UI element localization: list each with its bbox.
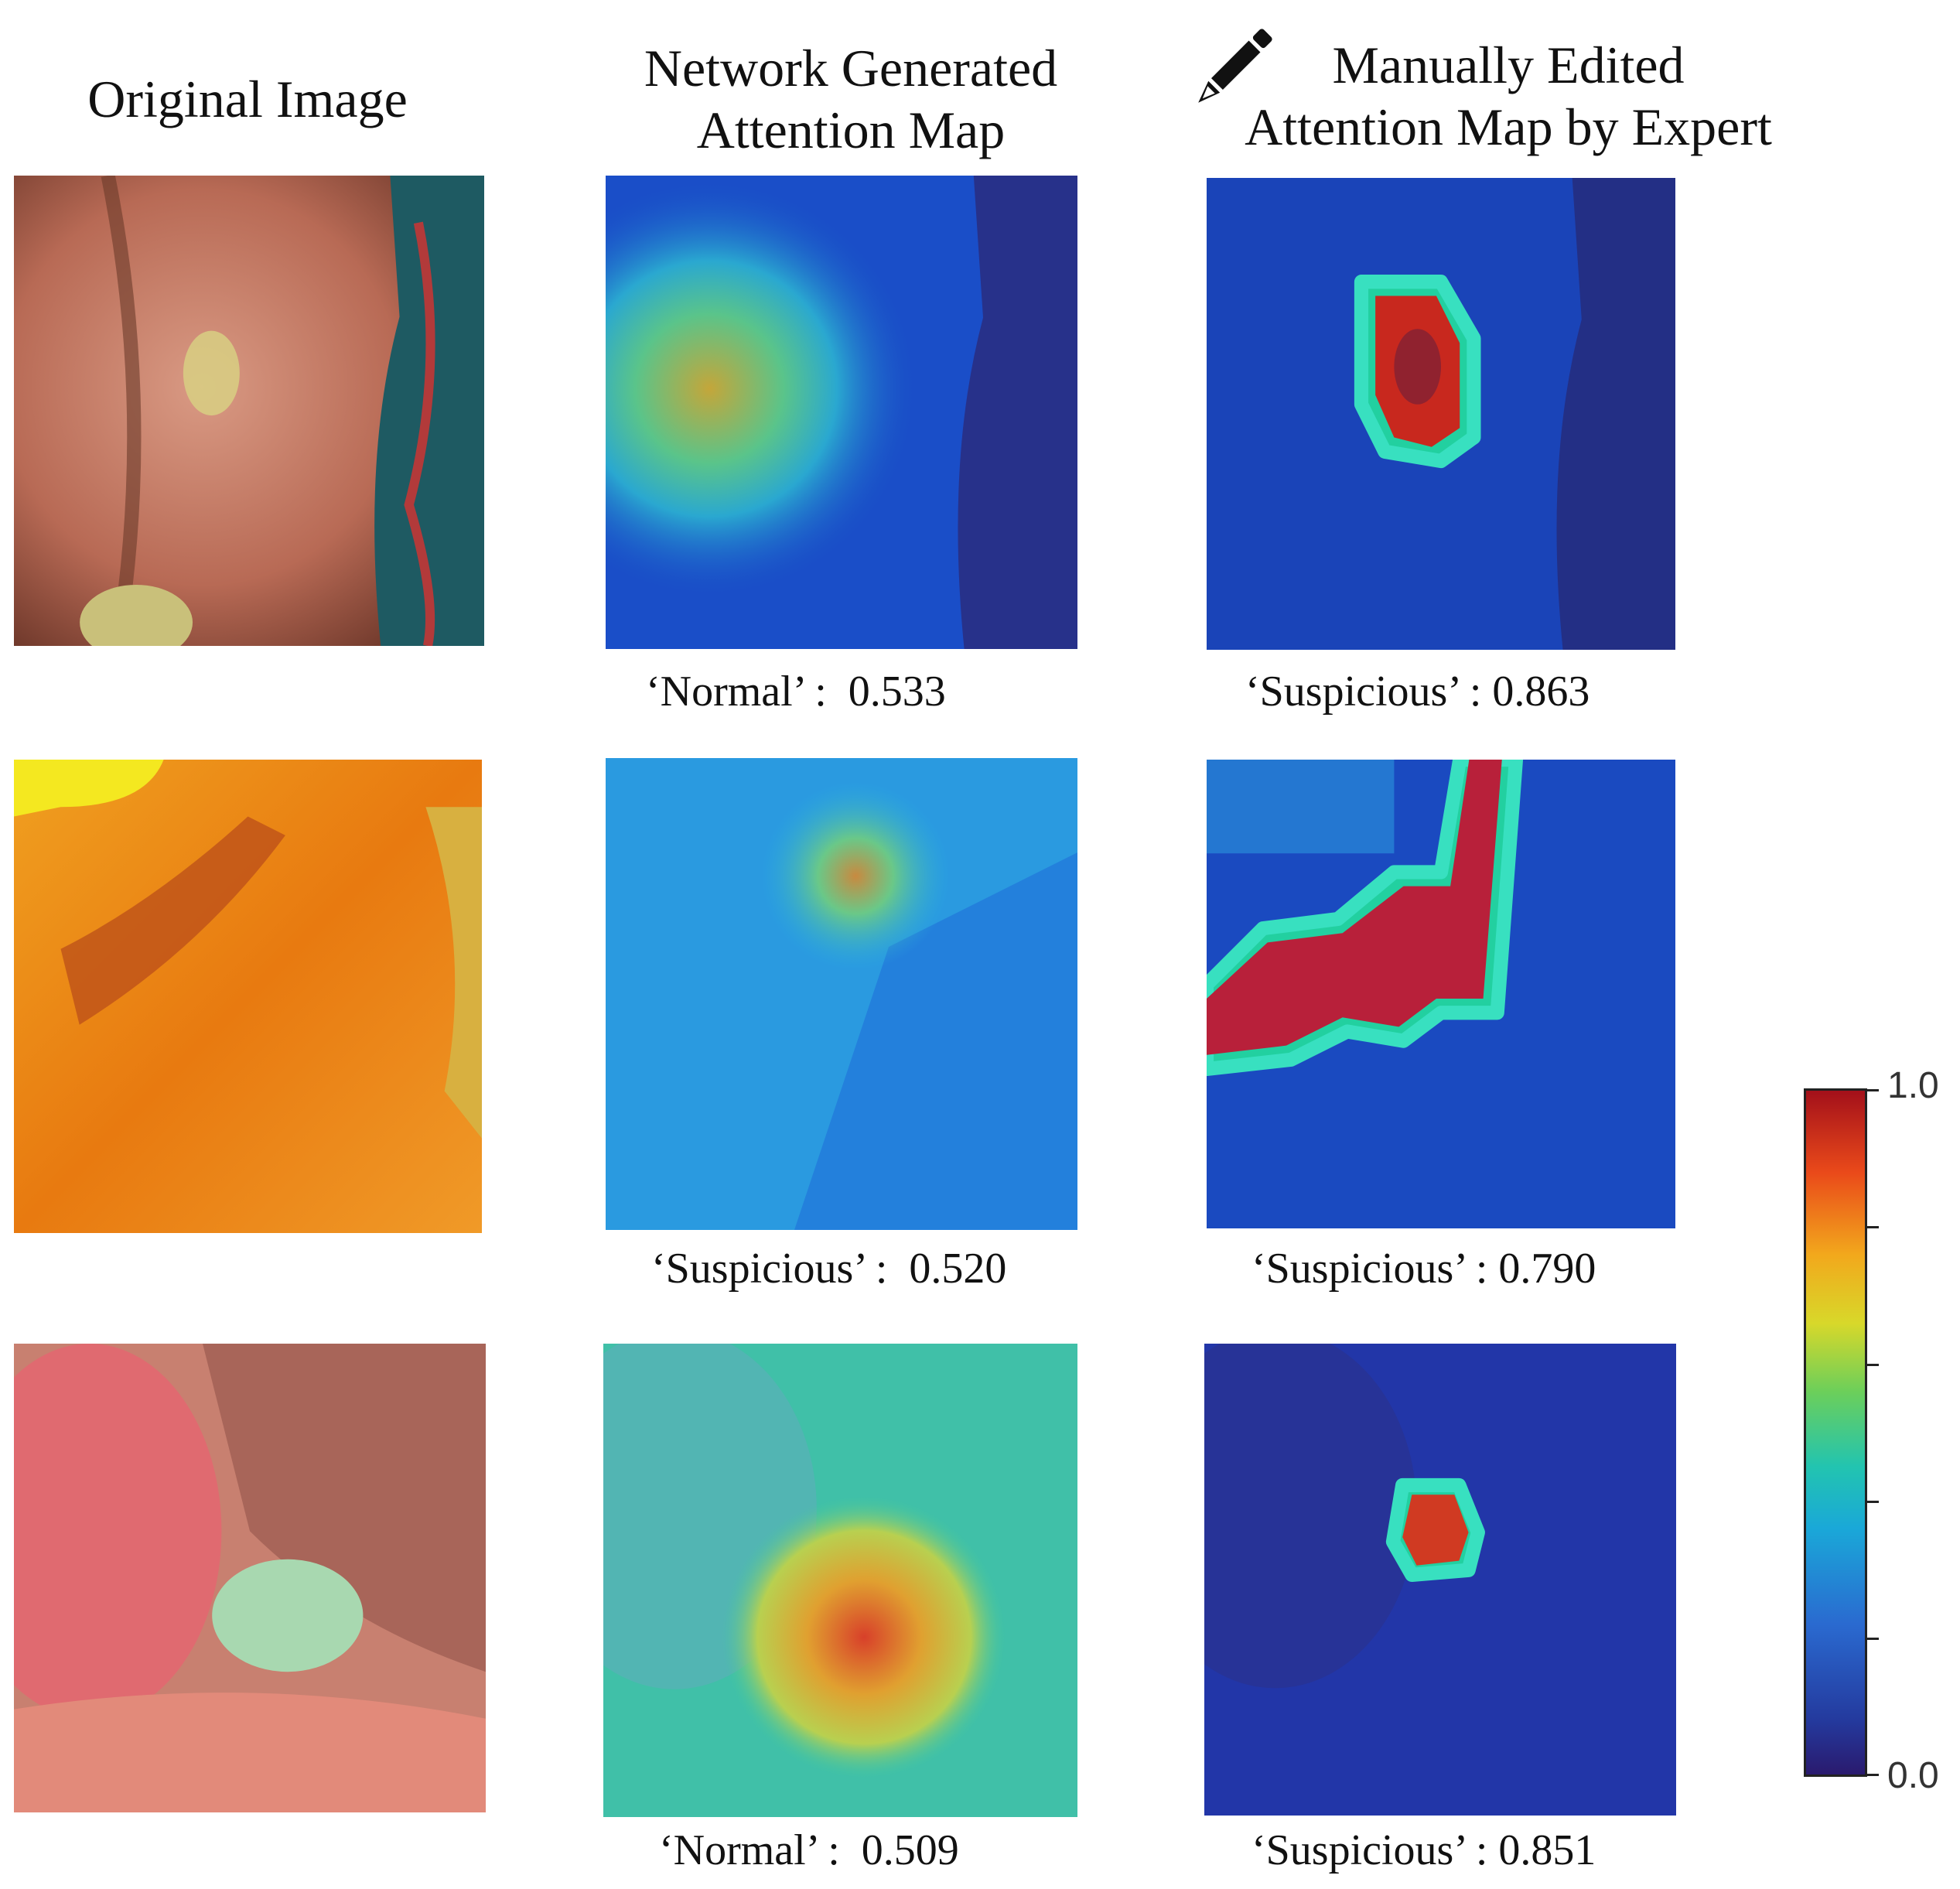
header-manual-line1: Manually Edited [1332,36,1685,94]
expert-caption-1: ‘Suspicious’ : 0.863 [1245,668,1590,716]
header-original-image: Original Image [31,68,464,130]
colorbar-tick [1865,1774,1879,1776]
header-original-text: Original Image [87,70,408,128]
header-network-line2: Attention Map [696,101,1006,159]
colorbar-tick [1865,1501,1879,1503]
colorbar-tick [1865,1089,1879,1091]
network-attention-map-3 [603,1344,1077,1817]
colorbar-tick [1865,1226,1879,1228]
header-manual-line2: Attention Map by Expert [1245,97,1772,156]
pencil-icon [1182,17,1284,119]
network-attention-map-1 [606,176,1077,649]
original-image-1 [14,176,484,646]
header-network-line1: Network Generated [644,39,1058,97]
header-manual-attention: Manually Edited Attention Map by Expert [1207,34,1810,158]
colorbar-tick [1865,1364,1879,1366]
colorbar-max-label: 1.0 [1887,1065,1939,1106]
network-caption-3: ‘Normal’ : 0.509 [659,1826,959,1874]
original-image-3 [14,1344,486,1812]
expert-attention-map-1 [1207,178,1675,650]
expert-attention-map-3 [1204,1344,1676,1816]
expert-caption-2: ‘Suspicious’ : 0.790 [1251,1245,1596,1293]
colorbar-tick [1865,1638,1879,1640]
expert-caption-3: ‘Suspicious’ : 0.851 [1251,1826,1596,1874]
expert-attention-map-2 [1207,760,1675,1228]
original-image-2 [14,760,482,1233]
network-attention-map-2 [606,758,1077,1230]
colorbar [1804,1088,1867,1777]
header-network-attention: Network Generated Attention Map [588,37,1114,161]
colorbar-min-label: 0.0 [1887,1755,1939,1796]
network-caption-2: ‘Suspicious’ : 0.520 [651,1245,1007,1293]
network-caption-1: ‘Normal’ : 0.533 [646,668,946,716]
